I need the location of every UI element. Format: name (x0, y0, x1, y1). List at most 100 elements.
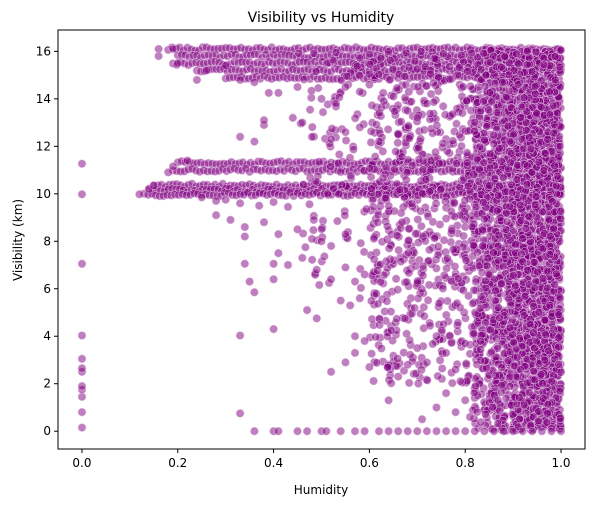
data-point (471, 381, 480, 391)
data-point (450, 212, 460, 221)
data-point (445, 62, 454, 71)
data-point (450, 262, 460, 271)
data-point (211, 210, 221, 220)
data-point (418, 165, 428, 174)
data-point (346, 171, 356, 180)
data-point (367, 101, 377, 110)
data-point (518, 257, 527, 267)
data-point (356, 238, 366, 248)
data-point (468, 251, 478, 261)
data-point (531, 89, 540, 98)
data-point (461, 359, 471, 368)
data-point (323, 189, 332, 199)
data-point (467, 222, 477, 232)
data-point (493, 419, 503, 428)
data-point (369, 255, 379, 264)
data-point (307, 255, 317, 265)
data-point (77, 259, 87, 269)
data-point (464, 291, 473, 301)
data-point (439, 49, 448, 58)
data-point (331, 48, 341, 57)
data-point (518, 234, 527, 243)
data-point (513, 303, 523, 312)
data-point (369, 376, 378, 386)
data-point (413, 64, 422, 74)
data-point (411, 229, 420, 239)
data-point (542, 418, 552, 427)
data-point (235, 132, 245, 142)
data-point (485, 88, 495, 97)
data-point (383, 222, 392, 231)
data-point (538, 379, 547, 388)
data-point (539, 60, 549, 70)
data-point (433, 371, 443, 381)
data-point (511, 240, 520, 249)
data-point (305, 105, 315, 114)
data-point (317, 237, 326, 246)
data-point (402, 168, 412, 177)
data-point (404, 224, 414, 234)
data-point (333, 216, 342, 226)
data-point (530, 82, 540, 91)
data-point (544, 346, 553, 356)
data-point (350, 277, 360, 286)
data-point (77, 392, 87, 402)
data-point (519, 93, 529, 102)
data-point (418, 189, 427, 198)
data-point (437, 364, 447, 373)
data-point (534, 407, 543, 416)
data-point (411, 261, 421, 271)
data-point (556, 207, 565, 216)
data-point (434, 72, 443, 82)
data-point (549, 224, 558, 234)
data-point (293, 82, 302, 92)
data-point (307, 234, 317, 244)
data-point (544, 215, 554, 224)
data-point (459, 231, 468, 241)
data-point (539, 166, 549, 175)
data-point (240, 232, 250, 241)
data-point (542, 266, 552, 276)
data-point (250, 77, 259, 87)
data-point (430, 234, 439, 243)
data-point (384, 201, 393, 211)
data-point (555, 62, 565, 72)
data-point (378, 173, 388, 183)
data-point (393, 138, 403, 148)
data-point (532, 109, 541, 118)
data-point (550, 75, 560, 85)
data-point (340, 211, 350, 220)
data-point (503, 121, 513, 131)
data-point (381, 193, 390, 203)
data-point (355, 70, 364, 80)
data-point (355, 123, 365, 132)
data-point (331, 99, 341, 108)
data-point (397, 152, 407, 162)
data-point (492, 334, 501, 343)
data-point (543, 399, 553, 409)
data-point (413, 82, 423, 92)
data-point (326, 241, 336, 251)
data-point (498, 78, 507, 87)
data-point (512, 49, 521, 59)
data-point (299, 180, 308, 189)
data-point (77, 190, 87, 199)
data-point (420, 62, 430, 71)
data-point (497, 63, 506, 72)
data-point (364, 69, 374, 79)
data-point (439, 235, 449, 245)
data-point (515, 414, 524, 424)
data-point (497, 157, 506, 166)
data-point (555, 386, 565, 396)
data-point (523, 266, 533, 275)
data-point (390, 107, 400, 116)
data-point (479, 158, 488, 168)
data-point (495, 181, 504, 191)
data-point (523, 161, 532, 170)
data-point (512, 353, 522, 362)
data-point (506, 158, 515, 167)
data-point (245, 277, 254, 286)
data-point (526, 144, 536, 154)
data-point (168, 162, 178, 171)
data-point (293, 225, 302, 234)
